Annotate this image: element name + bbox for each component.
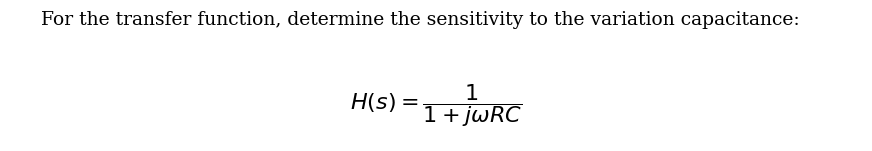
Text: $\mathit{H}(\mathit{s}) = \dfrac{1}{1 + \mathit{j}\omega \mathit{RC}}$: $\mathit{H}(\mathit{s}) = \dfrac{1}{1 + … (350, 82, 522, 129)
Text: For the transfer function, determine the sensitivity to the variation capacitanc: For the transfer function, determine the… (41, 11, 800, 29)
